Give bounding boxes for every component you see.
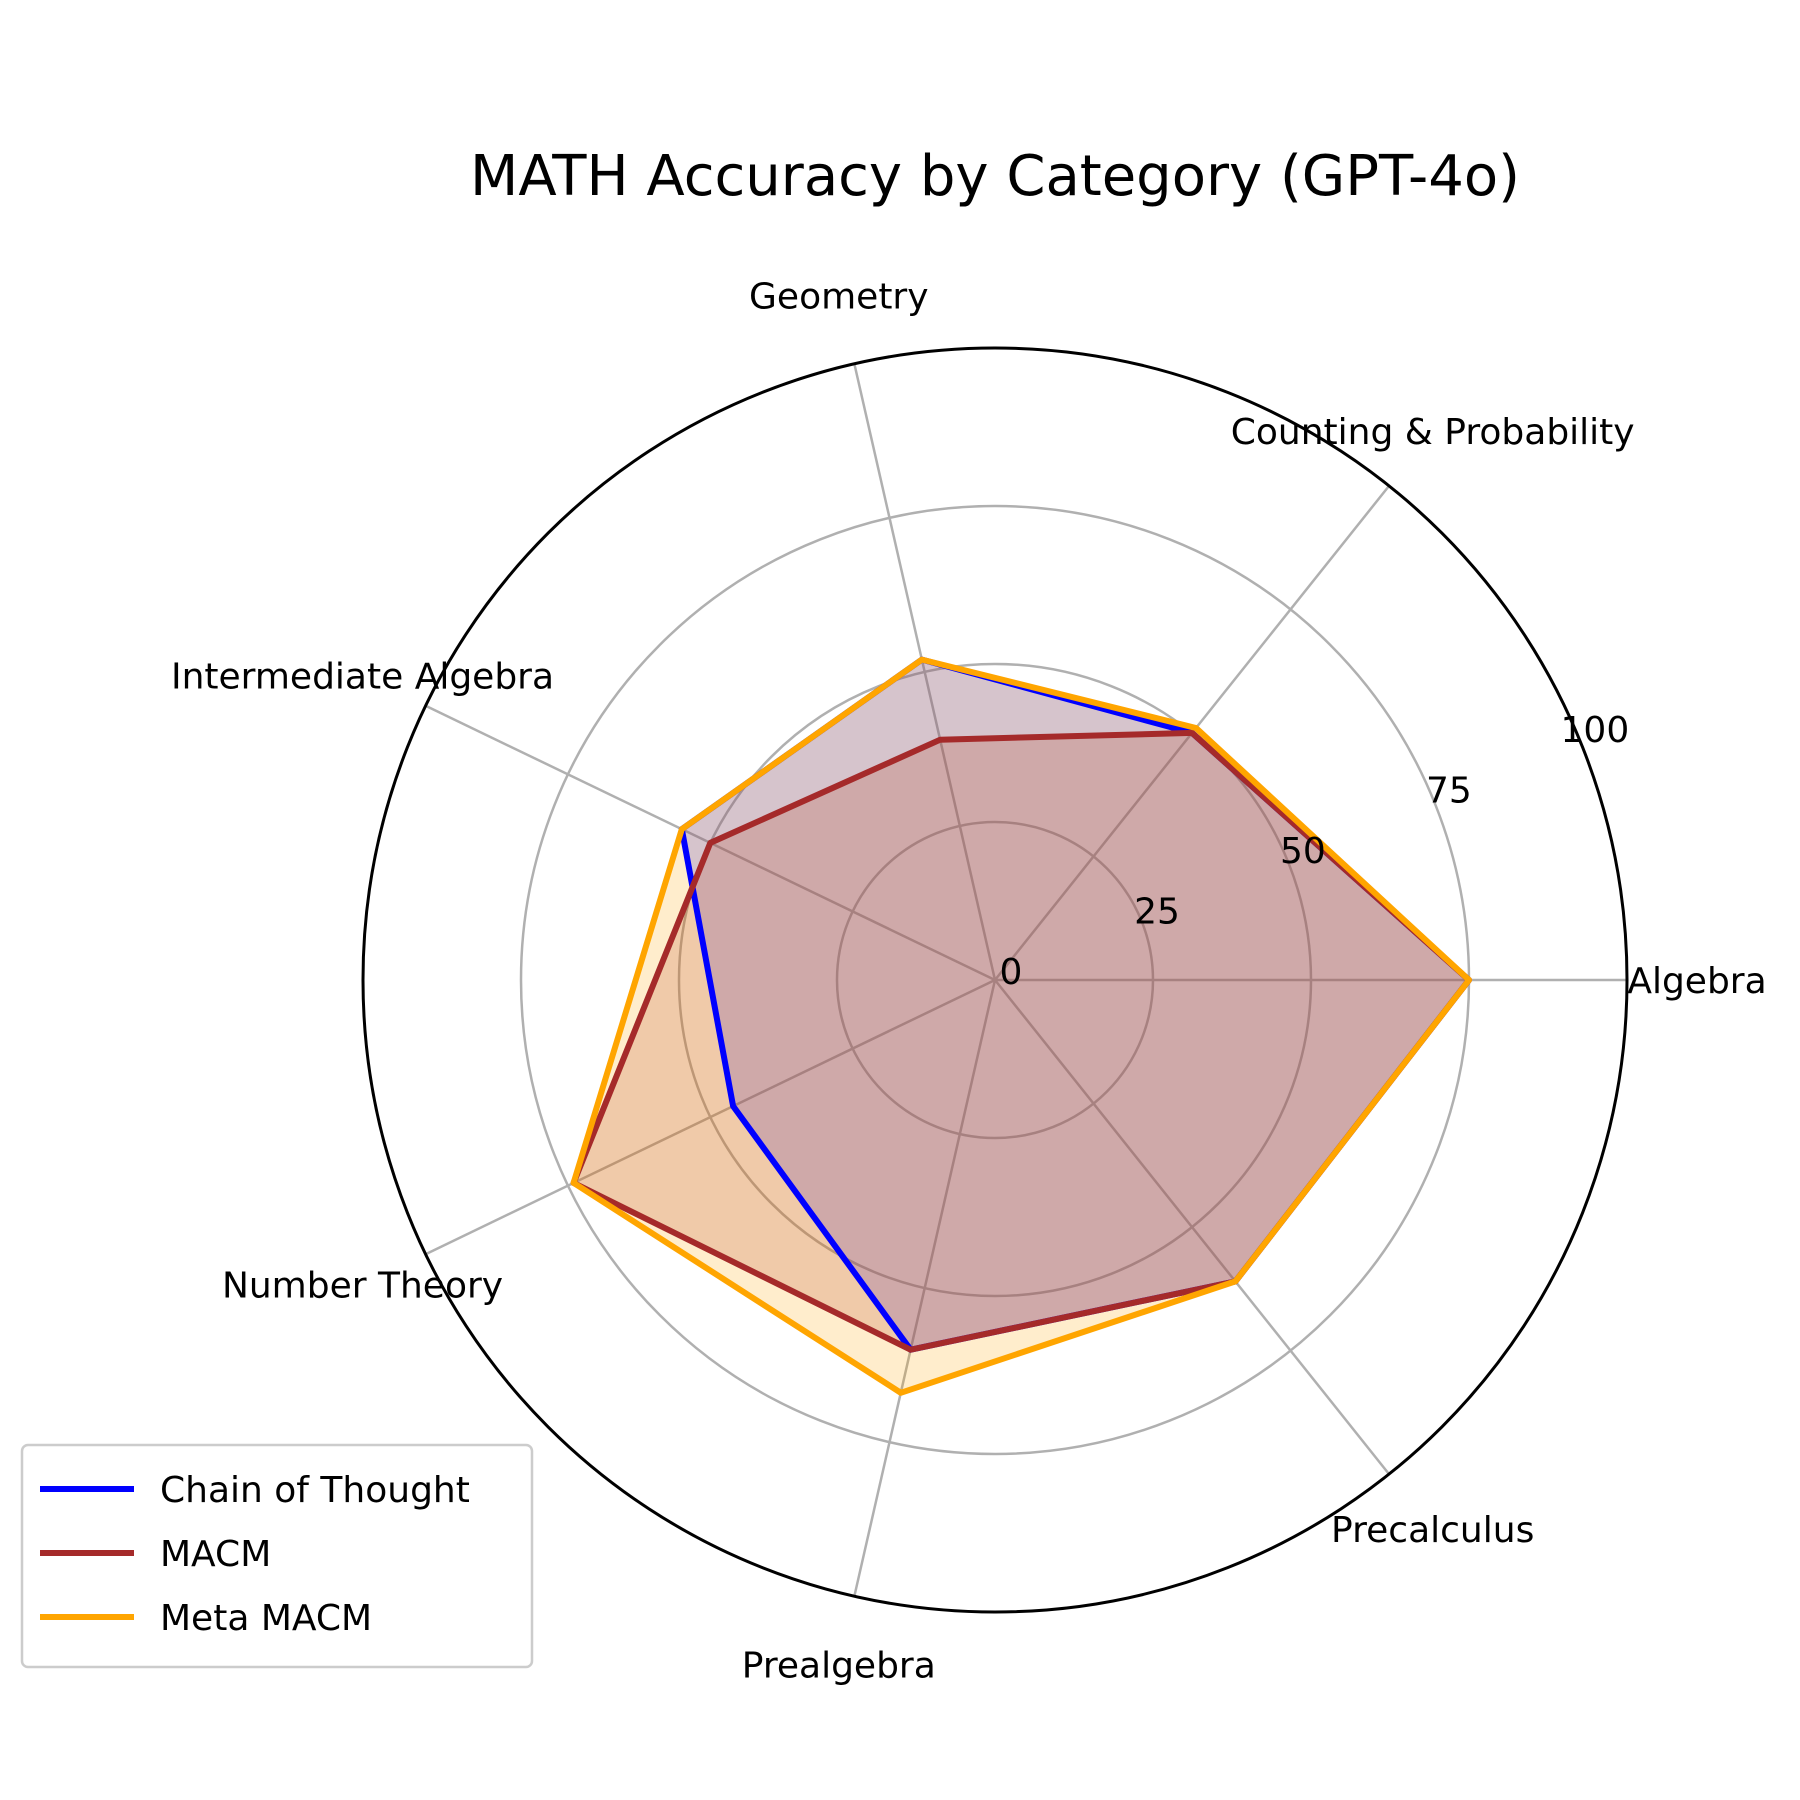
series-line	[570, 729, 1472, 1353]
category-label: Precalculus	[1331, 1510, 1534, 1551]
radial-tick-label: 100	[1561, 710, 1630, 751]
category-label: Prealgebra	[742, 1645, 936, 1686]
radial-tick-label: 50	[1280, 831, 1326, 872]
radial-tick-labels: 0 25 50 75 100	[1000, 710, 1630, 993]
chart-title: MATH Accuracy by Category (GPT-4o)	[470, 144, 1520, 209]
legend: Chain of Thought MACM Meta MACM	[20, 1443, 534, 1669]
radial-tick-label: 0	[1000, 952, 1023, 993]
category-label: Algebra	[1627, 961, 1766, 1002]
category-labels: Algebra Counting & Probability Geometry Int…	[171, 277, 1767, 1687]
category-label: Geometry	[749, 277, 929, 318]
legend-box	[20, 1443, 534, 1669]
spoke-line	[853, 979, 997, 1597]
category-label: Number Theory	[222, 1266, 503, 1307]
spoke-line	[425, 978, 996, 1256]
spoke-line	[853, 363, 997, 981]
legend-label: Meta MACM	[160, 1598, 372, 1639]
radial-tick-label: 75	[1426, 771, 1472, 812]
series-fills	[573, 659, 1469, 1393]
radial-tick-label: 25	[1134, 892, 1180, 933]
outer-frame	[361, 346, 1629, 1614]
series-area	[573, 659, 1469, 1393]
series-line	[570, 656, 1472, 1396]
legend-label: Chain of Thought	[160, 1470, 470, 1511]
series-area	[681, 659, 1469, 1350]
category-label: Intermediate Algebra	[171, 656, 554, 697]
legend-label: MACM	[160, 1534, 271, 1575]
spoke-line	[994, 979, 1391, 1475]
category-label: Counting & Probability	[1231, 412, 1635, 453]
series-lines	[570, 656, 1472, 1396]
